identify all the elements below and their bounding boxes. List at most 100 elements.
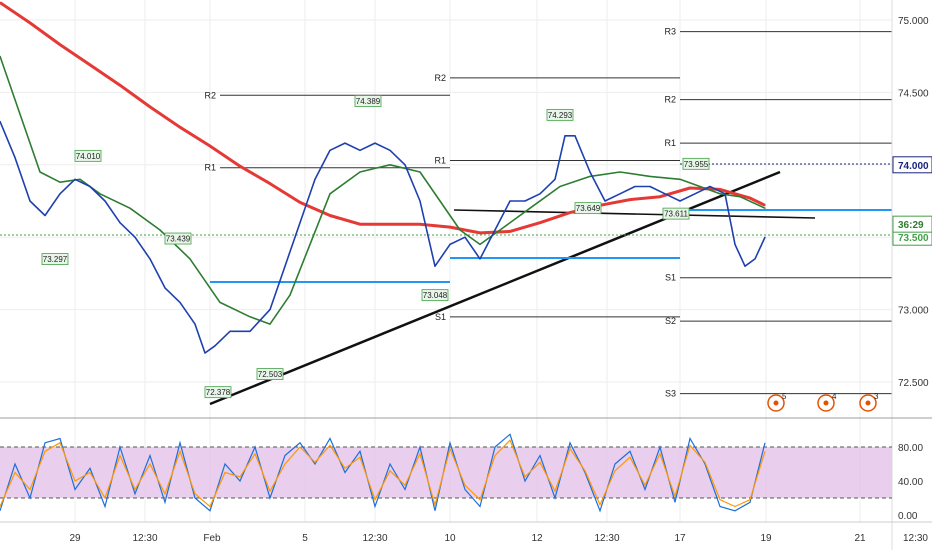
- series-point-2: [694, 193, 696, 195]
- pivot-label: R1: [434, 155, 446, 165]
- series-point-1: [419, 171, 421, 173]
- series-point-2: [134, 236, 136, 238]
- series-point-0: [209, 145, 211, 147]
- series-point-0: [179, 126, 181, 128]
- series-point-0: [509, 230, 511, 232]
- series-point-1: [649, 175, 651, 177]
- series-point-1: [719, 193, 721, 195]
- series-point-2: [634, 185, 636, 188]
- price-annotation: 73.611: [664, 210, 688, 219]
- series-point-2: [59, 193, 61, 195]
- time-tick-label: 19: [760, 533, 772, 544]
- series-point-0: [329, 214, 331, 217]
- time-axis: 29 12:30 Feb 5 12:30 10 12 12:30 17 19 21 12:30: [0, 521, 932, 544]
- series-point-2: [449, 243, 451, 245]
- series-point-2: [179, 301, 181, 303]
- series-point-0: [764, 204, 766, 206]
- series-point-0: [449, 226, 451, 228]
- price-annotation: 73.955: [684, 160, 709, 169]
- series-line-1: [0, 55, 766, 325]
- time-tick-label: 12: [531, 533, 543, 544]
- oscillator-tick-label: 40.00: [898, 477, 923, 488]
- price-annotation: 74.293: [548, 111, 573, 120]
- series-point-2: [419, 200, 421, 202]
- series-point-0: [689, 187, 691, 189]
- pivot-label: R1: [664, 138, 676, 148]
- series-point-2: [539, 193, 541, 195]
- time-tick-label: 12:30: [594, 533, 619, 544]
- series-point-2: [574, 135, 576, 137]
- series-point-0: [479, 232, 481, 234]
- time-tick-label: 12:30: [362, 533, 387, 544]
- series-point-1: [679, 178, 681, 180]
- pivot-label: S3: [665, 389, 676, 399]
- price-tag-label: 73.500: [898, 233, 929, 244]
- series-point-2: [754, 258, 756, 260]
- series-point-1: [249, 316, 251, 318]
- price-annotation-box: [421, 289, 449, 302]
- series-point-2: [479, 258, 481, 260]
- time-tick-label: 21: [854, 533, 866, 544]
- series-point-1: [289, 294, 291, 296]
- series-point-2: [104, 200, 106, 202]
- series-point-1: [439, 200, 441, 202]
- series-point-1: [499, 229, 501, 231]
- price-tick-label: 73.000: [898, 306, 929, 317]
- series-point-0: [659, 196, 661, 198]
- oscillator-tick-label: 0.00: [898, 511, 918, 522]
- series-point-1: [99, 193, 101, 195]
- series-point-2: [509, 200, 511, 202]
- pivot-levels: R2 R1 R2 R1 S1 R3 R2 R1 S1 S2 S3: [204, 27, 892, 399]
- series-point-2: [14, 157, 16, 159]
- series-point-1: [479, 243, 481, 245]
- series-point-2: [389, 149, 391, 151]
- price-annotation-box: [204, 386, 232, 399]
- pivot-label: S1: [665, 273, 676, 283]
- pivot-label: R2: [204, 90, 216, 100]
- event-marker-dot: [823, 400, 829, 406]
- series-point-0: [569, 212, 571, 214]
- series-point-2: [664, 193, 666, 195]
- series-point-2: [119, 222, 121, 224]
- main-plot-area: R2 R1 R2 R1 S1 R3 R2 R1 S1 S2 S3 74.010 73.297 73.43…: [0, 1, 892, 412]
- oscillator-panel: 80.00 40.00 0.00: [0, 417, 932, 522]
- series-point-2: [564, 135, 566, 137]
- price-annotation-box: [546, 108, 574, 121]
- series-point-1: [59, 181, 61, 183]
- series-point-1: [699, 185, 701, 188]
- series-point-1: [129, 207, 131, 209]
- series-point-0: [119, 84, 121, 86]
- series-point-2: [89, 185, 91, 188]
- price-annotation-box: [682, 157, 710, 170]
- price-tick-label: 74.500: [898, 88, 929, 99]
- price-annotation: 74.389: [356, 97, 381, 106]
- series-point-0: [59, 44, 61, 46]
- series-point-0: [299, 201, 301, 203]
- price-annotation: 73.297: [43, 255, 68, 264]
- series-point-2: [744, 265, 746, 267]
- event-markers: 5 4 3: [767, 392, 879, 412]
- series-point-2: [524, 200, 526, 202]
- series-point-2: [229, 330, 231, 332]
- price-annotation-box: [256, 368, 284, 380]
- price-annotations: 74.010 73.297 73.439 72.378 72.503 74.389 73.0…: [41, 95, 710, 399]
- series-point-1: [269, 323, 271, 325]
- series-point-2: [269, 309, 271, 311]
- series-point-2: [464, 236, 466, 238]
- price-annotation: 74.010: [76, 152, 101, 161]
- time-tick-label: 12:30: [903, 533, 928, 544]
- series-point-2: [299, 222, 301, 224]
- series-point-2: [204, 352, 206, 354]
- series-point-1: [739, 196, 741, 198]
- pivot-label: R2: [664, 95, 676, 105]
- price-tick-label: 72.500: [898, 378, 929, 389]
- price-annotation: 73.649: [576, 204, 601, 213]
- pivot-label: S1: [435, 312, 446, 322]
- series-point-1: [459, 229, 461, 231]
- series-point-2: [679, 200, 681, 202]
- event-marker-count: 4: [832, 392, 837, 401]
- series-point-1: [359, 171, 361, 173]
- series-point-2: [344, 142, 346, 144]
- series-point-2: [149, 258, 151, 260]
